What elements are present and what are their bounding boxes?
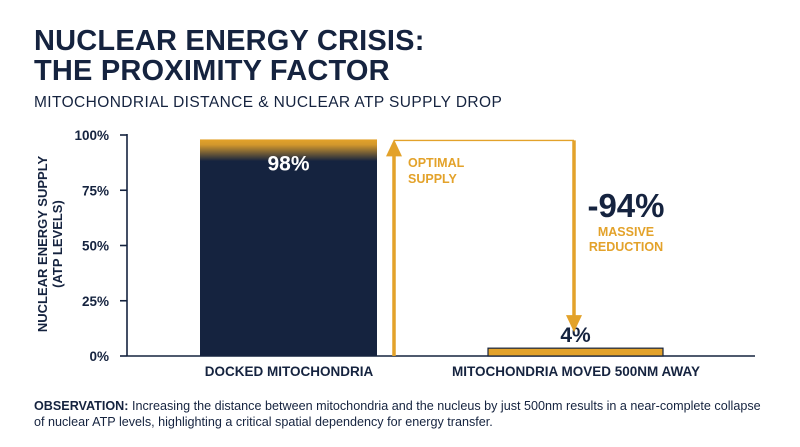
observation-label: OBSERVATION:: [34, 399, 129, 413]
bar-docked: [200, 139, 377, 356]
title-line-1: NUCLEAR ENERGY CRISIS:: [34, 25, 425, 57]
observation-note: OBSERVATION: Increasing the distance bet…: [34, 398, 774, 430]
y-tick-label: 50%: [82, 239, 109, 254]
x-category-moved: MITOCHONDRIA MOVED 500NM AWAY: [451, 364, 701, 379]
change-value: -94%: [587, 187, 664, 224]
change-label-line-1: MASSIVE: [598, 225, 654, 239]
optimal-label-line-1: OPTIMAL: [408, 156, 465, 170]
bar-label-docked: 98%: [267, 152, 309, 175]
change-label-line-2: REDUCTION: [589, 240, 663, 254]
y-tick-label: 0%: [89, 349, 109, 364]
up-arrow-head: [386, 139, 402, 157]
bars: 98% 4%: [200, 139, 664, 357]
y-tick-label: 75%: [82, 183, 109, 198]
title-line-2: THE PROXIMITY FACTOR: [34, 55, 390, 87]
down-arrow-head: [566, 315, 582, 333]
optimal-label-line-2: SUPPLY: [408, 172, 458, 186]
y-tick-label: 100%: [74, 128, 109, 143]
y-ticks: 0% 25% 50% 75% 100%: [74, 128, 127, 364]
page-subtitle: MITOCHONDRIAL DISTANCE & NUCLEAR ATP SUP…: [34, 94, 503, 111]
bar-label-moved: 4%: [560, 324, 591, 347]
page-title: NUCLEAR ENERGY CRISIS: THE PROXIMITY FAC…: [34, 26, 425, 86]
y-tick-label: 25%: [82, 294, 109, 309]
observation-text: Increasing the distance between mitochon…: [34, 399, 761, 429]
bar-moved: [487, 347, 664, 357]
x-category-docked: DOCKED MITOCHONDRIA: [204, 364, 374, 379]
